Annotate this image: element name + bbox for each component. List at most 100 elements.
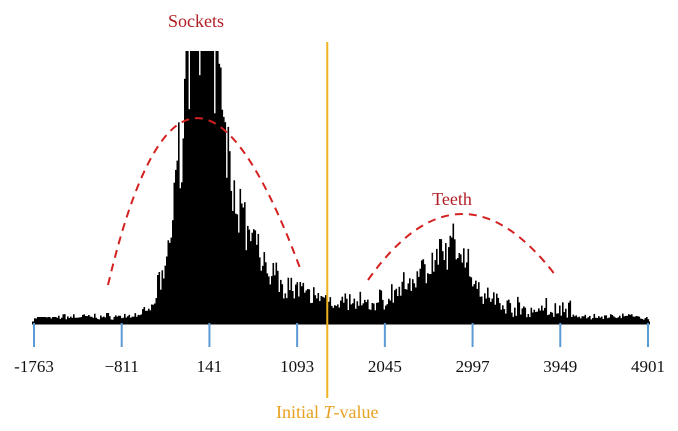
histogram-bar (334, 305, 336, 323)
histogram-bar (445, 243, 447, 323)
histogram-bar (335, 306, 338, 323)
histogram-bar (44, 317, 47, 323)
histogram-bar (284, 293, 287, 323)
histogram-bar (41, 317, 44, 323)
histogram-bar (392, 302, 395, 323)
histogram-bar (563, 312, 566, 323)
histogram-bar (191, 51, 194, 323)
histogram-bar (145, 310, 147, 323)
histogram-bar (293, 298, 296, 323)
histogram-bar (499, 303, 501, 323)
histogram-bar (194, 51, 197, 323)
histogram-bar (419, 268, 422, 323)
histogram-bar (244, 202, 246, 323)
histogram-bar (47, 317, 50, 323)
histogram-bar (376, 302, 378, 323)
histogram-bar (260, 270, 263, 323)
histogram-bar (61, 317, 63, 323)
histogram-bar (521, 308, 524, 323)
histogram-bar (119, 315, 122, 323)
histogram-bar (91, 316, 93, 323)
histogram-bar (406, 289, 408, 323)
histogram-bar (475, 280, 477, 323)
histogram-bar (238, 232, 240, 323)
histogram-bar (580, 318, 582, 323)
histogram-bar (344, 293, 347, 323)
histogram-bar (230, 190, 233, 323)
histogram-bar (311, 302, 314, 323)
histogram-bar (542, 310, 545, 323)
histogram-bar (212, 51, 215, 323)
histogram-bar (628, 314, 630, 323)
histogram-bar (100, 315, 102, 323)
histogram-bar (130, 317, 132, 323)
histogram-bar (347, 310, 350, 323)
histogram-bar (455, 259, 458, 323)
histogram-bar (257, 233, 260, 323)
histogram-bar (412, 279, 414, 323)
histogram-bar (188, 109, 191, 323)
histogram-bar (616, 318, 618, 323)
histogram-bar (46, 317, 48, 323)
x-axis-ticks (33, 323, 649, 347)
histogram-bar (587, 317, 590, 323)
histogram-bar (131, 316, 134, 323)
histogram-bar (236, 214, 239, 323)
histogram-bar (316, 298, 318, 323)
histogram-bar (524, 307, 527, 323)
histogram-bar (76, 317, 78, 323)
histogram-bar (52, 317, 54, 323)
histogram-bar (233, 180, 236, 323)
histogram-bar (160, 289, 162, 323)
histogram-bar (242, 207, 245, 323)
histogram-bar (269, 284, 272, 323)
histogram-bar (34, 318, 36, 323)
histogram-bar (410, 290, 413, 323)
histogram-bar (190, 51, 192, 323)
histogram-bar (262, 265, 264, 323)
x-tick-label: 2997 (456, 357, 491, 376)
histogram-bar (379, 289, 381, 323)
histogram-bar (503, 309, 506, 323)
histogram-bar (449, 235, 452, 323)
histogram-bar (136, 316, 138, 323)
histogram-bar (178, 122, 180, 324)
histogram-bar (646, 317, 648, 323)
histogram-bar (592, 318, 594, 323)
histogram-bar (86, 316, 89, 323)
histogram-bar (346, 298, 348, 323)
histogram-bar (206, 51, 209, 323)
histogram-bar (247, 225, 249, 323)
histogram-bar (229, 151, 231, 323)
histogram-bar (613, 316, 615, 323)
histogram-bar (110, 319, 113, 323)
histogram-bar (121, 318, 123, 323)
histogram-bar (494, 304, 497, 323)
histogram-bar (641, 318, 644, 323)
histogram-bar (170, 237, 173, 323)
histogram-bar (226, 177, 228, 323)
histogram-bar (439, 239, 441, 323)
histogram-bar (161, 270, 164, 323)
histogram-bar (463, 248, 465, 323)
histogram-bar (337, 304, 339, 323)
histogram-bar (163, 278, 165, 323)
histogram-bar (224, 122, 227, 323)
histogram-bar (436, 248, 438, 323)
histogram-bar (383, 309, 386, 323)
histogram-bar (478, 282, 480, 323)
teeth-label: Teeth (432, 189, 472, 209)
histogram-bar (467, 248, 470, 323)
histogram-bar (299, 282, 302, 323)
histogram-bar (404, 289, 407, 323)
histogram-bar (545, 298, 548, 323)
histogram-bar (256, 244, 258, 323)
histogram-bar (241, 203, 243, 323)
histogram-bar (637, 316, 639, 323)
histogram-bar (457, 258, 459, 323)
histogram-bar (154, 303, 156, 323)
histogram-bar (278, 292, 281, 323)
histogram-bar (556, 313, 558, 323)
histogram-bar (484, 293, 486, 323)
histogram-bar (352, 303, 354, 323)
